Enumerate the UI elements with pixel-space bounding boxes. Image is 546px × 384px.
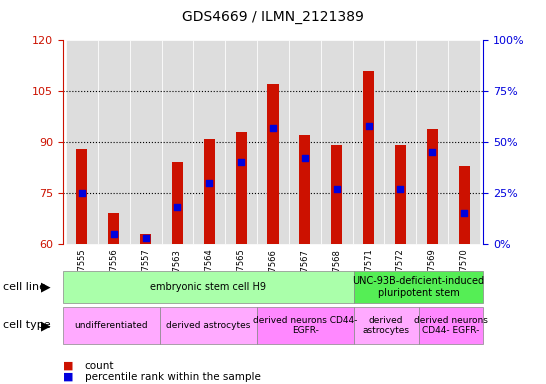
Bar bbox=[140, 234, 151, 244]
Point bbox=[460, 210, 468, 217]
Text: cell line: cell line bbox=[3, 282, 46, 292]
Text: embryonic stem cell H9: embryonic stem cell H9 bbox=[150, 282, 266, 292]
Bar bbox=[193, 40, 225, 244]
Text: derived neurons CD44-
EGFR-: derived neurons CD44- EGFR- bbox=[253, 316, 358, 335]
Point bbox=[173, 204, 182, 210]
Text: ■: ■ bbox=[63, 361, 73, 371]
Bar bbox=[353, 40, 384, 244]
Bar bbox=[172, 162, 183, 244]
Bar bbox=[204, 139, 215, 244]
Point bbox=[109, 230, 118, 237]
Bar bbox=[108, 214, 120, 244]
Point bbox=[141, 235, 150, 241]
Text: derived astrocytes: derived astrocytes bbox=[166, 321, 251, 330]
Text: ▶: ▶ bbox=[41, 281, 51, 293]
Bar bbox=[363, 71, 374, 244]
Point bbox=[78, 190, 86, 196]
Text: derived
astrocytes: derived astrocytes bbox=[363, 316, 410, 335]
Point bbox=[269, 125, 277, 131]
Text: count: count bbox=[85, 361, 114, 371]
Text: undifferentiated: undifferentiated bbox=[74, 321, 148, 330]
Point bbox=[237, 159, 246, 166]
Point bbox=[205, 180, 213, 186]
Bar bbox=[225, 40, 257, 244]
Bar bbox=[384, 40, 416, 244]
Text: percentile rank within the sample: percentile rank within the sample bbox=[85, 372, 260, 382]
Text: cell type: cell type bbox=[3, 320, 50, 331]
Bar bbox=[130, 40, 162, 244]
Bar bbox=[426, 129, 438, 244]
Text: ▶: ▶ bbox=[41, 319, 51, 332]
Bar bbox=[98, 40, 130, 244]
Bar bbox=[289, 40, 321, 244]
Bar bbox=[416, 40, 448, 244]
Text: UNC-93B-deficient-induced
pluripotent stem: UNC-93B-deficient-induced pluripotent st… bbox=[353, 276, 485, 298]
Text: GDS4669 / ILMN_2121389: GDS4669 / ILMN_2121389 bbox=[182, 10, 364, 23]
Point bbox=[300, 155, 309, 161]
Point bbox=[333, 186, 341, 192]
Bar bbox=[76, 149, 87, 244]
Bar bbox=[268, 84, 278, 244]
Point bbox=[364, 123, 373, 129]
Text: ■: ■ bbox=[63, 372, 73, 382]
Bar bbox=[395, 146, 406, 244]
Bar bbox=[331, 146, 342, 244]
Bar bbox=[162, 40, 193, 244]
Bar bbox=[321, 40, 353, 244]
Bar bbox=[66, 40, 98, 244]
Bar bbox=[235, 132, 247, 244]
Bar bbox=[257, 40, 289, 244]
Point bbox=[396, 186, 405, 192]
Bar bbox=[299, 135, 311, 244]
Bar bbox=[448, 40, 480, 244]
Text: derived neurons
CD44- EGFR-: derived neurons CD44- EGFR- bbox=[414, 316, 488, 335]
Bar bbox=[459, 166, 470, 244]
Point bbox=[428, 149, 437, 156]
